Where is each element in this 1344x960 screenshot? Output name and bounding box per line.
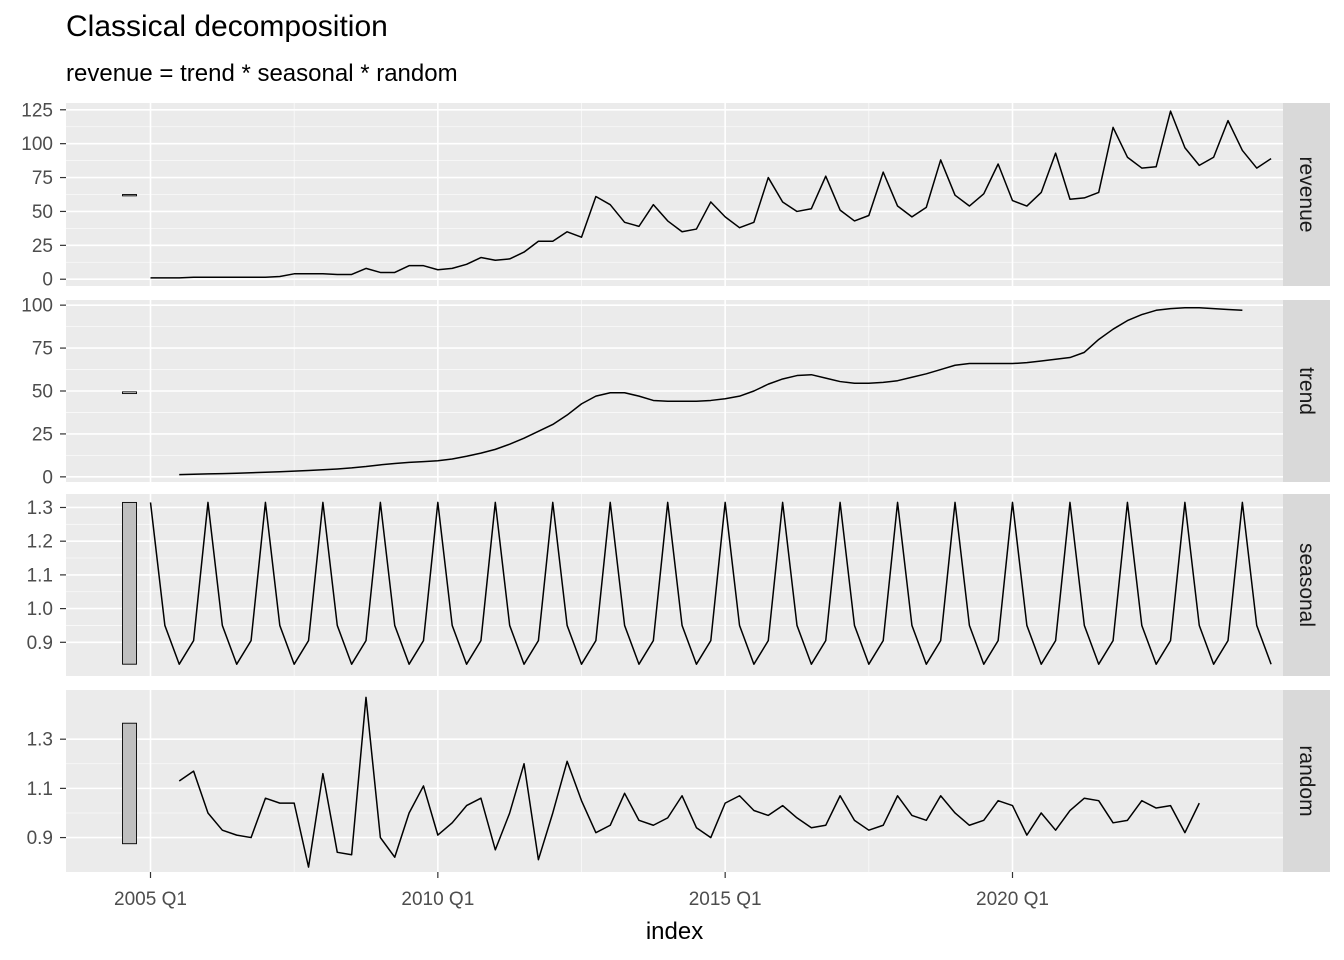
range-bar [122,722,137,845]
x-tick-label: 2005 Q1 [114,889,187,910]
facet-strip [1283,103,1330,286]
y-tick-label: 0 [42,467,53,488]
y-tick-label: 50 [32,202,53,223]
y-tick-label: 1.1 [27,565,53,586]
range-bar [122,194,137,197]
y-tick-label: 50 [32,382,53,403]
facet-strip [1283,494,1330,676]
chart-title: Classical decomposition [66,10,388,43]
facet-strip [1283,300,1330,482]
y-tick-label: 25 [32,424,53,445]
panel-revenue: 0 25 50 75 100 125 revenue [21,100,1330,291]
y-tick-label: 0 [42,270,53,291]
y-tick-label: 100 [21,134,53,155]
facet-label-trend: trend [1295,367,1318,415]
series-line-random [178,696,1200,868]
x-axis-title: index [646,918,703,945]
chart-subtitle: revenue = trend * seasonal * random [66,60,458,87]
y-tick-label: 0.9 [27,633,53,654]
range-bar [122,501,137,665]
y-tick-label: 125 [21,100,53,121]
x-tick-label: 2020 Q1 [976,889,1049,910]
facet-label-revenue: revenue [1295,157,1318,233]
y-tick-label: 25 [32,236,53,257]
facet-strip [1283,690,1330,872]
panel-background [66,690,1283,872]
panel-background [66,494,1283,676]
y-tick-label: 1.0 [27,599,53,620]
y-tick-label: 75 [32,339,53,360]
facet-label-seasonal: seasonal [1295,543,1318,627]
panel-trend: 0 25 50 75 100 trend [21,296,1330,488]
x-tick-label: 2010 Q1 [401,889,474,910]
y-tick-label: 1.3 [27,498,53,519]
facet-label-random: random [1295,745,1318,816]
x-tick-label: 2015 Q1 [689,889,762,910]
series-line-seasonal [149,501,1272,665]
y-tick-label: 100 [21,296,53,317]
range-bar [122,391,137,395]
y-tick-label: 1.3 [27,730,53,751]
series-line-revenue [150,110,1272,279]
y-tick-label: 75 [32,168,53,189]
y-tick-label: 0.9 [27,828,53,849]
panel-random: 0.9 1.1 1.3 random [27,690,1330,872]
panel-seasonal: 0.9 1.0 1.1 1.2 1.3 seasonal [27,494,1330,676]
series-line-trend [179,306,1243,476]
y-tick-label: 1.2 [27,532,53,553]
y-tick-label: 1.1 [27,779,53,800]
